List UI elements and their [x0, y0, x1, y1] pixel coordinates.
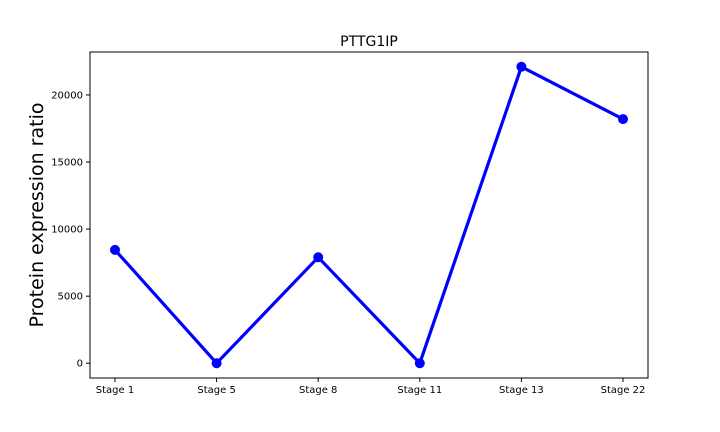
x-tick-label: Stage 5: [197, 385, 235, 396]
y-tick-label: 0: [77, 359, 83, 370]
data-point: [211, 358, 222, 369]
chart-title: PTTG1IP: [340, 34, 398, 50]
x-tick-label: Stage 22: [601, 385, 646, 396]
x-tick-label: Stage 11: [397, 385, 442, 396]
y-axis-ticks: 0 5000 10000 15000 20000: [51, 90, 90, 370]
y-tick-label: 10000: [51, 225, 83, 236]
y-axis-label: Protein expression ratio: [26, 103, 48, 328]
y-tick-label: 5000: [58, 292, 83, 303]
data-point: [110, 244, 120, 255]
data-point: [618, 114, 628, 125]
x-tick-label: Stage 13: [499, 385, 544, 396]
x-axis-ticks: Stage 1 Stage 5 Stage 8 Stage 11 Stage 13 Sta…: [96, 378, 646, 396]
series-line: [113, 65, 625, 365]
data-point: [313, 252, 324, 263]
series-layer: [110, 61, 628, 369]
data-point: [516, 61, 527, 72]
x-tick-label: Stage 1: [96, 385, 134, 396]
y-tick-label: 15000: [51, 158, 83, 169]
y-tick-label: 20000: [51, 90, 83, 101]
x-tick-label: Stage 8: [299, 385, 337, 396]
data-point: [414, 358, 425, 369]
plot-area-frame: [89, 51, 649, 379]
